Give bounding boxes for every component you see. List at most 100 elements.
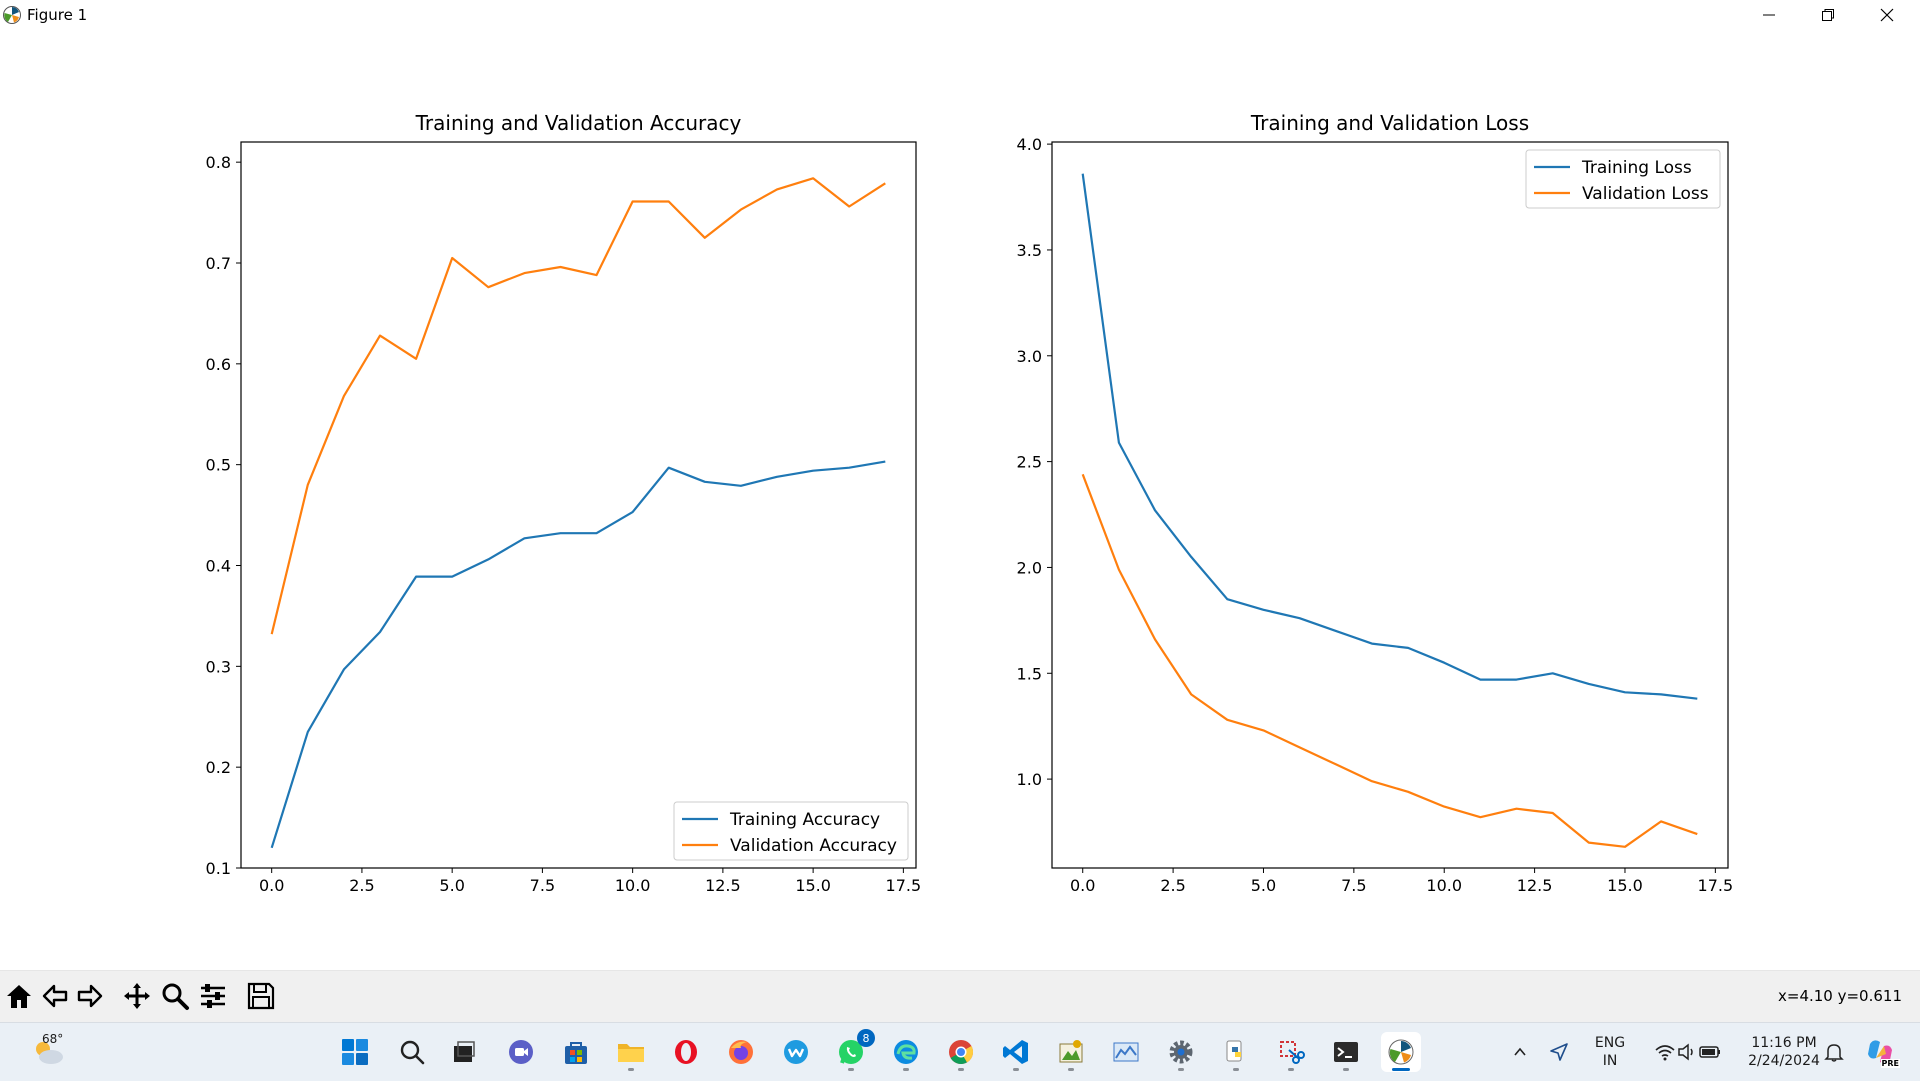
taskbar-firefox[interactable] [721, 1032, 761, 1072]
chart-2-legend-box [1525, 149, 1721, 209]
taskbar-python[interactable] [1216, 1032, 1256, 1072]
chart-1-y-tick-label: 0.4 [206, 557, 231, 576]
chart-1-x-tick-label: 0.0 [259, 876, 284, 895]
cursor-coordinates: x=4.10 y=0.611 [1778, 987, 1902, 1005]
whatsapp-icon [839, 1040, 863, 1064]
chart-1-legend-box [673, 801, 909, 861]
paint-icon [1059, 1040, 1083, 1063]
weather-temp: 68° [42, 1032, 64, 1046]
chart-2-x-tick-label: 12.5 [1517, 876, 1553, 895]
clock-button[interactable]: 11:16 PM 2/24/2024 [1742, 1032, 1826, 1072]
chart-2-x-tick-label: 2.5 [1160, 876, 1185, 895]
opera-icon [675, 1040, 697, 1064]
close-icon [1880, 8, 1894, 22]
terminal-icon [1334, 1042, 1358, 1062]
app-w-icon [784, 1040, 808, 1064]
taskbar-meet[interactable] [501, 1032, 541, 1072]
taskbar-settings[interactable] [1161, 1032, 1201, 1072]
chart-1-x-tick-label: 15.0 [795, 876, 831, 895]
home-button[interactable] [2, 979, 36, 1013]
chart-1-legend-label: Training Accuracy [729, 810, 880, 830]
taskbar-file-explorer[interactable] [611, 1032, 651, 1072]
store-icon [565, 1042, 587, 1064]
configure-subplots-button[interactable] [196, 979, 230, 1013]
chart-1-x-tick-label: 17.5 [886, 876, 922, 895]
taskbar-opera[interactable] [666, 1032, 706, 1072]
chart-2-series-training-loss-line [1081, 173, 1698, 700]
search-button[interactable] [392, 1032, 432, 1072]
taskbar-app-w[interactable] [776, 1032, 816, 1072]
figure-canvas[interactable]: Training and Validation Accuracy 0.0 2.5 5.… [0, 30, 1920, 970]
gear-icon [1169, 1040, 1193, 1064]
taskbar-store[interactable] [556, 1032, 596, 1072]
minimize-button[interactable] [1740, 0, 1798, 30]
language-code: ENG [1594, 1035, 1626, 1051]
forward-button[interactable] [73, 979, 107, 1013]
task-view-button[interactable] [444, 1032, 484, 1072]
chart-2-series-validation-loss-line [1081, 473, 1698, 848]
notifications-button[interactable] [1816, 1032, 1852, 1072]
figure-svg[interactable]: Training and Validation Accuracy 0.0 2.5 5.… [0, 30, 1920, 970]
chart-1-x-tick-label: 7.5 [530, 876, 555, 895]
show-hidden-icons-button[interactable] [1502, 1032, 1538, 1072]
zoom-icon [162, 983, 189, 1010]
weather-widget[interactable]: 68° [22, 1032, 78, 1072]
taskbar-chrome[interactable] [941, 1032, 981, 1072]
location-button[interactable] [1541, 1032, 1577, 1072]
back-button[interactable] [38, 979, 72, 1013]
chart-2-x-tick-label: 0.0 [1070, 876, 1095, 895]
clock-time: 11:16 PM [1751, 1035, 1817, 1051]
battery-icon [1699, 1046, 1720, 1058]
running-indicator [848, 1068, 854, 1071]
region-code: IN [1602, 1053, 1618, 1069]
search-icon [400, 1040, 425, 1065]
running-indicator [1233, 1068, 1239, 1071]
pan-button[interactable] [120, 979, 154, 1013]
chart-2-y-tick-label: 3.0 [1017, 347, 1042, 366]
vscode-icon [1003, 1040, 1028, 1064]
chart-1-y-tick-label: 0.6 [206, 355, 231, 374]
chart-1-legend-label: Validation Accuracy [730, 836, 897, 856]
chart-2-y-tick-label: 2.5 [1017, 453, 1042, 472]
clock-date: 2/24/2024 [1748, 1053, 1820, 1069]
running-indicator [1343, 1068, 1349, 1071]
chart-1-x-tick-label: 10.0 [615, 876, 651, 895]
chart-1-x-tick-label: 12.5 [705, 876, 741, 895]
start-button[interactable] [335, 1032, 375, 1072]
taskbar-app-paint[interactable] [1051, 1032, 1091, 1072]
close-button[interactable] [1858, 0, 1916, 30]
wifi-icon [1655, 1045, 1675, 1061]
language-indicator[interactable]: ENG IN [1588, 1032, 1632, 1072]
home-icon [7, 985, 31, 1008]
chart-2-legend-label: Validation Loss [1582, 184, 1709, 204]
taskbar-edge[interactable] [886, 1032, 926, 1072]
chart-2-y-tick-label: 1.5 [1017, 664, 1042, 683]
restore-button[interactable] [1799, 0, 1857, 30]
copilot-button[interactable]: PRE [1858, 1032, 1902, 1072]
chart-1-y-tick-label: 0.7 [206, 254, 231, 273]
quick-settings-button[interactable] [1642, 1032, 1734, 1072]
chart-2-x-tick-label: 5.0 [1251, 876, 1276, 895]
chart-1-series-training-accuracy-line [270, 460, 886, 849]
chart-1-x-tick-label: 2.5 [349, 876, 374, 895]
taskbar-whatsapp[interactable]: 8 [831, 1029, 875, 1072]
zoom-button[interactable] [158, 979, 192, 1013]
python-icon [1226, 1040, 1242, 1062]
windows-taskbar: 68° 8 [0, 1022, 1920, 1081]
firefox-icon [729, 1040, 753, 1064]
chevron-up-icon [1514, 1047, 1526, 1056]
minimize-icon [1763, 14, 1775, 16]
taskbar-snipping-tool[interactable] [1271, 1032, 1311, 1072]
running-indicator [903, 1068, 909, 1071]
running-indicator [1013, 1068, 1019, 1071]
taskbar-vscode[interactable] [996, 1032, 1036, 1072]
save-button[interactable] [244, 979, 278, 1013]
folder-icon [618, 1044, 644, 1062]
taskbar-terminal[interactable] [1326, 1032, 1366, 1072]
chart-2-x-tick-label: 7.5 [1341, 876, 1366, 895]
chart-1-title: Training and Validation Accuracy [415, 111, 742, 135]
edge-icon [894, 1040, 918, 1064]
performance-chart-icon [1113, 1042, 1139, 1062]
taskbar-app-charts[interactable] [1106, 1032, 1146, 1072]
taskbar-matplotlib-figure[interactable] [1381, 1032, 1421, 1072]
